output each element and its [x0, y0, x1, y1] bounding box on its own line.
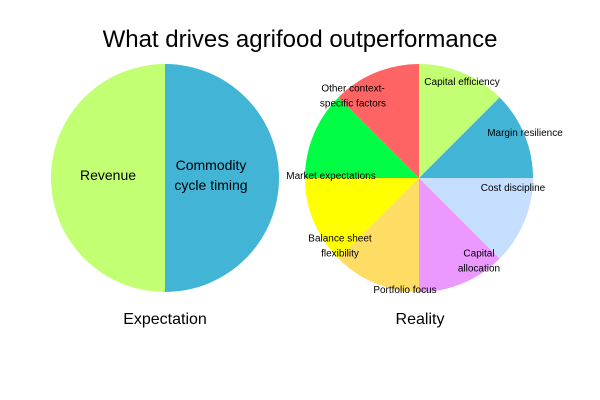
- pie-slice-capital-allocation: [419, 178, 500, 292]
- pie-slice-other-context-specific-factors: [338, 64, 419, 178]
- slice-label-commodity-cycle-timing: Commodity cycle timing: [174, 157, 247, 193]
- pie-slice-cost-discipline: [419, 178, 533, 259]
- pie-caption-reality: Reality: [396, 311, 445, 328]
- slice-label-portfolio-focus: Portfolio focus: [373, 285, 436, 296]
- pie-reality: Capital efficiency Margin resilience Cost …: [286, 64, 563, 296]
- slice-label-capital-allocation: Capital allocation: [458, 248, 500, 274]
- slice-label-revenue: Revenue: [80, 167, 136, 183]
- slice-label-cost-discipline: Cost discipline: [481, 183, 546, 194]
- chart-title: What drives agrifood outperformance: [103, 26, 498, 53]
- slice-label-balance-sheet-flexibility: Balance sheet flexibility: [308, 233, 372, 259]
- slice-label-market-expectations: Market expectations: [286, 171, 376, 182]
- pie-slice-capital-efficiency: [419, 64, 500, 178]
- pie-slice-revenue: [165, 64, 279, 292]
- pie-slice-margin-resilience: [419, 97, 533, 178]
- pie-expectation: Revenue Commodity cycle timing: [51, 64, 279, 292]
- slice-label-other-context-specific-factors: Other context-specific factors: [320, 83, 386, 109]
- pie-caption-expectation: Expectation: [123, 311, 207, 328]
- pie-slice-portfolio-focus: [338, 178, 419, 292]
- slice-label-capital-efficiency: Capital efficiency: [424, 77, 499, 88]
- slice-label-margin-resilience: Margin resilience: [487, 128, 563, 139]
- pie-slice-market-expectations: [305, 97, 419, 178]
- pie-slice-balance-sheet-flexibility: [305, 178, 419, 259]
- pie-slice-commodity-cycle-timing: [51, 64, 165, 292]
